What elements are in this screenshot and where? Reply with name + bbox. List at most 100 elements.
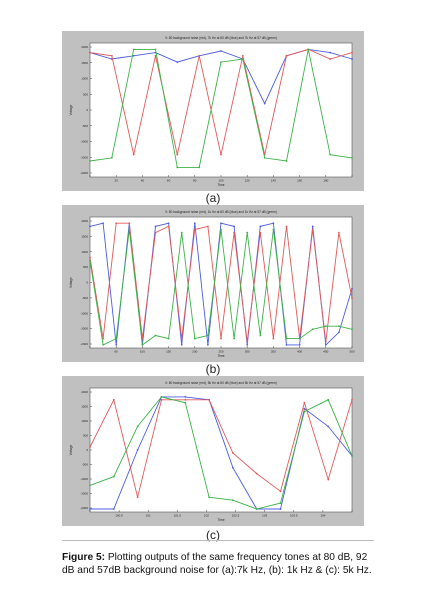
data-point-green: [154, 48, 157, 51]
data-point-blue: [102, 222, 104, 225]
data-point-blue: [285, 343, 288, 346]
data-point-blue: [220, 50, 222, 52]
data-point-green: [132, 48, 135, 51]
data-point-green: [311, 328, 314, 331]
data-point-blue: [154, 225, 157, 228]
y-tick-label: 1500: [81, 405, 88, 409]
data-point-green: [89, 259, 91, 262]
x-tick-label: 103.5: [290, 514, 298, 518]
x-tick-label: 40: [141, 179, 145, 183]
data-point-green: [285, 160, 288, 162]
data-point-green: [208, 496, 210, 499]
x-tick-label: 20: [115, 179, 119, 183]
plot-area: [89, 387, 353, 513]
data-point-blue: [303, 407, 306, 410]
data-point-green: [207, 334, 209, 337]
y-tick-label: -500: [82, 463, 88, 467]
x-tick-label: 450: [323, 350, 328, 354]
data-point-red: [193, 228, 196, 231]
y-tick-label: -1500: [80, 492, 88, 496]
y-tick-label: 1000: [81, 419, 88, 423]
data-point-red: [167, 225, 170, 228]
data-point-green: [220, 228, 222, 231]
data-point-red: [303, 401, 306, 404]
x-tick-label: 60: [167, 179, 171, 183]
x-tick-label: 160: [297, 179, 302, 183]
data-point-red: [232, 452, 234, 454]
data-point-blue: [89, 225, 91, 228]
y-tick-label: 1000: [81, 77, 88, 81]
x-tick-label: 150: [166, 350, 171, 354]
data-point-red: [255, 472, 258, 475]
y-tick-label: -1500: [80, 155, 88, 159]
data-point-green: [160, 395, 163, 398]
data-point-blue: [298, 343, 301, 346]
y-tick-label: 1500: [81, 234, 88, 238]
y-tick-label: 2000: [81, 45, 88, 49]
data-point-red: [272, 337, 275, 340]
y-tick-label: 500: [83, 434, 88, 438]
data-point-red: [311, 228, 314, 231]
data-point-red: [327, 478, 330, 481]
data-point-green: [327, 398, 330, 401]
data-point-blue: [259, 225, 262, 228]
y-tick-label: 500: [83, 92, 88, 96]
data-point-blue: [327, 425, 330, 428]
data-point-blue: [112, 508, 115, 510]
data-point-blue: [324, 343, 327, 346]
data-point-red: [324, 340, 327, 343]
data-point-green: [89, 160, 91, 162]
y-tick-label: 2000: [81, 390, 88, 394]
data-point-green: [136, 425, 139, 428]
x-tick-label: 140: [271, 179, 276, 183]
data-point-blue: [176, 61, 179, 64]
y-tick-label: -1500: [80, 327, 88, 331]
data-point-green: [232, 499, 234, 502]
y-tick-label: -1000: [80, 477, 88, 481]
data-point-red: [132, 153, 135, 156]
data-point-blue: [272, 222, 275, 225]
data-point-green: [329, 153, 332, 156]
data-point-red: [351, 51, 353, 54]
y-tick-label: -1000: [80, 311, 88, 315]
data-point-red: [198, 54, 201, 57]
data-point-green: [193, 337, 196, 340]
data-point-blue: [89, 508, 91, 510]
data-point-blue: [180, 343, 183, 346]
data-point-red: [154, 231, 157, 234]
data-point-blue: [311, 225, 314, 228]
x-tick-label: 101.5: [174, 514, 182, 518]
data-point-red: [233, 231, 236, 234]
data-point-green: [141, 343, 144, 346]
series-line-blue: [90, 396, 353, 510]
data-point-blue: [193, 222, 196, 225]
data-point-red: [128, 222, 131, 225]
data-point-blue: [338, 331, 340, 334]
data-point-red: [136, 496, 139, 499]
x-tick-label: 200: [192, 350, 197, 354]
x-tick-label: 350: [271, 350, 276, 354]
data-point-green: [246, 231, 249, 234]
data-point-blue: [136, 449, 139, 451]
data-point-red: [259, 231, 262, 234]
x-tick-label: 100: [140, 350, 145, 354]
data-point-red: [110, 54, 113, 57]
y-tick-label: 500: [83, 265, 88, 269]
y-tick-label: -1000: [80, 140, 88, 144]
data-point-green: [263, 156, 266, 159]
data-point-green: [338, 325, 340, 328]
data-point-blue: [263, 102, 266, 105]
data-point-red: [207, 225, 209, 228]
data-point-blue: [351, 58, 353, 60]
data-point-green: [307, 48, 310, 51]
y-axis-label: Voltage: [69, 277, 73, 288]
data-point-blue: [132, 54, 135, 57]
data-point-red: [241, 54, 244, 57]
x-tick-label: 400: [297, 350, 302, 354]
data-point-green: [112, 475, 115, 478]
data-point-red: [329, 58, 332, 60]
y-tick-label: -500: [82, 296, 88, 300]
x-tick-label: 101: [146, 514, 151, 518]
x-tick-label: 100.5: [115, 514, 123, 518]
data-point-red: [89, 256, 91, 259]
